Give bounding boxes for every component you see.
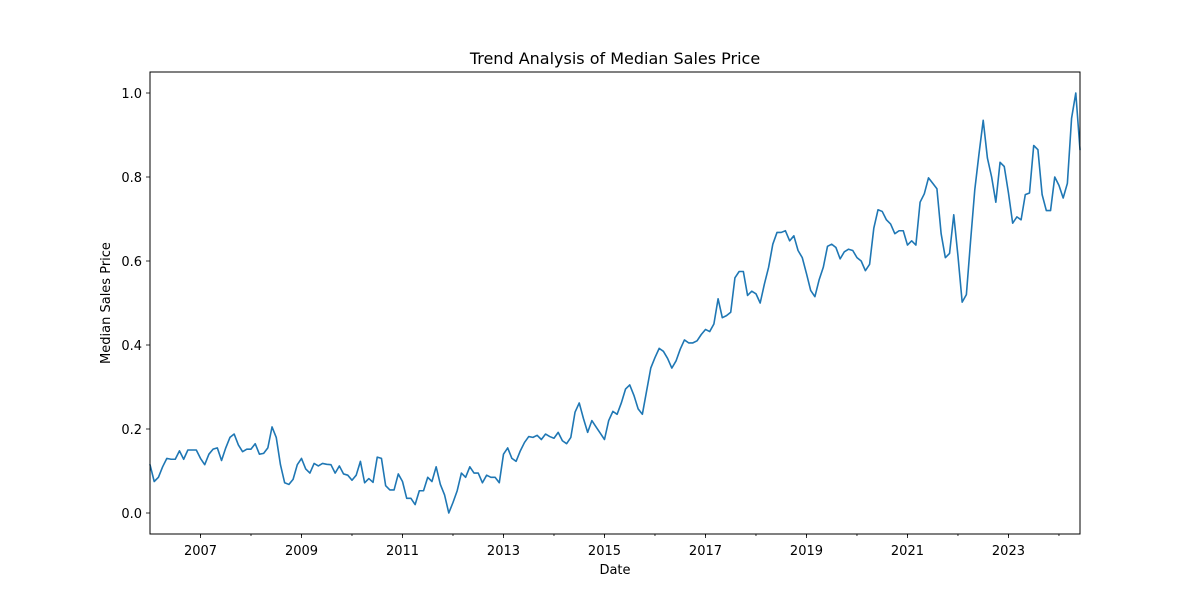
x-tick-label: 2013 (487, 544, 520, 559)
x-tick-label: 2021 (891, 544, 924, 559)
y-tick-label: 0.4 (121, 339, 142, 354)
y-tick-label: 0.8 (121, 171, 142, 186)
chart-title: Trend Analysis of Median Sales Price (469, 49, 760, 68)
y-tick-label: 1.0 (121, 87, 142, 102)
x-tick-label: 2019 (790, 544, 823, 559)
x-axis-label: Date (599, 563, 630, 578)
series-line (149, 92, 1081, 514)
x-tick-label: 2015 (588, 544, 621, 559)
plot-frame (149, 71, 1081, 535)
x-tick-label: 2007 (184, 544, 217, 559)
x-tick-label: 2011 (386, 544, 419, 559)
x-tick-label: 2017 (689, 544, 722, 559)
plot-background (150, 72, 1080, 534)
y-tick-label: 0.2 (121, 423, 142, 438)
y-tick-label: 0.6 (121, 255, 142, 270)
y-axis-ticks: 0.0 0.2 0.4 0.6 0.8 1.0 (121, 87, 150, 522)
y-axis-label: Median Sales Price (99, 242, 114, 364)
x-tick-label: 2023 (992, 544, 1025, 559)
x-tick-label: 2009 (285, 544, 318, 559)
x-axis-ticks: 2007 2009 2011 2013 2015 2017 2019 2021 2023 (184, 534, 1060, 559)
y-tick-label: 0.0 (121, 507, 142, 522)
